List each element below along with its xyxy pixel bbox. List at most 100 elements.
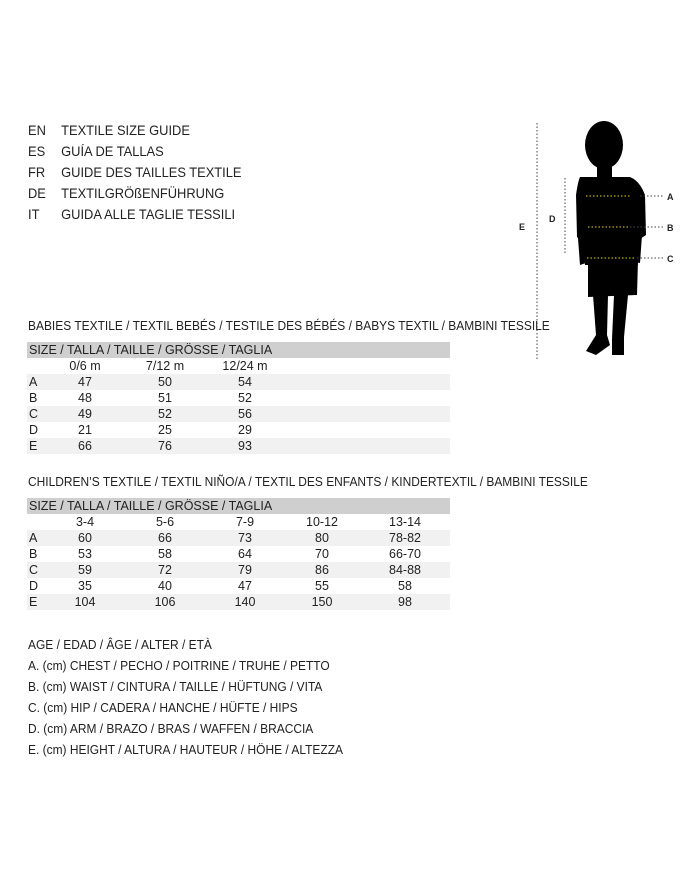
table-cell: 52 bbox=[238, 391, 252, 405]
language-title: DE TEXTILGRÖßENFÜHRUNG bbox=[28, 185, 224, 201]
row-label: C bbox=[29, 563, 39, 577]
table-row: E 66 76 93 bbox=[27, 438, 450, 454]
table-row: D 35 40 47 55 58 bbox=[27, 578, 450, 594]
legend-item: D. (cm) ARM / BRAZO / BRAS / WAFFEN / BR… bbox=[28, 721, 314, 736]
row-label: D bbox=[29, 579, 39, 593]
table-row: A 60 66 73 80 78-82 bbox=[27, 530, 450, 546]
table-cell: 78-82 bbox=[389, 531, 421, 545]
column-header: 12/24 m bbox=[222, 359, 268, 373]
size-header-row: SIZE / TALLA / TAILLE / GRÖSSE / TAGLIA bbox=[27, 342, 450, 358]
label-c: C bbox=[667, 254, 674, 264]
language-code: DE bbox=[28, 185, 46, 201]
table-cell: 25 bbox=[158, 423, 172, 437]
table-cell: 66 bbox=[78, 439, 92, 453]
row-label: E bbox=[29, 439, 38, 453]
legend-item: E. (cm) HEIGHT / ALTURA / HAUTEUR / HÖHE… bbox=[28, 742, 343, 757]
table-cell: 59 bbox=[78, 563, 92, 577]
table-cell: 140 bbox=[234, 595, 256, 609]
table-cell: 66 bbox=[158, 531, 172, 545]
label-b: B bbox=[667, 223, 674, 233]
language-code: ES bbox=[28, 143, 46, 159]
column-header: 7/12 m bbox=[145, 359, 185, 373]
table-cell: 51 bbox=[158, 391, 172, 405]
language-title: EN TEXTILE SIZE GUIDE bbox=[28, 122, 190, 138]
table-cell: 66-70 bbox=[389, 547, 421, 561]
table-cell: 93 bbox=[238, 439, 252, 453]
language-title-text: GUÍA DE TALLAS bbox=[61, 143, 164, 159]
table-cell: 47 bbox=[238, 579, 252, 593]
table-cell: 53 bbox=[78, 547, 92, 561]
legend-item: AGE / EDAD / ÂGE / ALTER / ETÀ bbox=[28, 637, 212, 652]
row-label: B bbox=[29, 547, 38, 561]
children-size-table: SIZE / TALLA / TAILLE / GRÖSSE / TAGLIA 3… bbox=[27, 498, 450, 610]
table-row: B 48 51 52 bbox=[27, 390, 450, 406]
legend-item: C. (cm) HIP / CADERA / HANCHE / HÜFTE / … bbox=[28, 700, 298, 715]
table-row: E 104 106 140 150 98 bbox=[27, 594, 450, 610]
table-cell: 58 bbox=[398, 579, 412, 593]
row-label: C bbox=[29, 407, 39, 421]
table-cell: 72 bbox=[158, 563, 172, 577]
table-row: C 59 72 79 86 84-88 bbox=[27, 562, 450, 578]
row-label: D bbox=[29, 423, 39, 437]
child-silhouette bbox=[576, 121, 646, 355]
language-title-text: TEXTILE SIZE GUIDE bbox=[61, 122, 190, 138]
table-row: B 53 58 64 70 66-70 bbox=[27, 546, 450, 562]
column-header: 5-6 bbox=[155, 515, 175, 529]
table-cell: 47 bbox=[78, 375, 92, 389]
table-cell: 86 bbox=[315, 563, 329, 577]
babies-size-table: SIZE / TALLA / TAILLE / GRÖSSE / TAGLIA 0… bbox=[27, 342, 450, 454]
label-e: E bbox=[519, 222, 525, 232]
table-cell: 55 bbox=[315, 579, 329, 593]
row-label: E bbox=[29, 595, 38, 609]
table-cell: 52 bbox=[158, 407, 172, 421]
table-row: A 47 50 54 bbox=[27, 374, 450, 390]
table-cell: 50 bbox=[158, 375, 172, 389]
language-title-text: TEXTILGRÖßENFÜHRUNG bbox=[61, 185, 225, 201]
label-a: A bbox=[667, 192, 674, 202]
legend-item: B. (cm) WAIST / CINTURA / TAILLE / HÜFTU… bbox=[28, 679, 323, 694]
column-header: 3-4 bbox=[75, 515, 95, 529]
column-header-row: 3-4 5-6 7-9 10-12 13-14 bbox=[27, 514, 450, 530]
legend-item: A. (cm) CHEST / PECHO / POITRINE / TRUHE… bbox=[28, 658, 330, 673]
table-cell: 98 bbox=[398, 595, 412, 609]
column-header: 10-12 bbox=[306, 515, 338, 529]
language-title-text: GUIDA ALLE TAGLIE TESSILI bbox=[61, 206, 236, 222]
table-cell: 48 bbox=[78, 391, 92, 405]
table-cell: 150 bbox=[311, 595, 333, 609]
size-header-row: SIZE / TALLA / TAILLE / GRÖSSE / TAGLIA bbox=[27, 498, 450, 514]
child-silhouette-figure: A B C D E bbox=[519, 121, 674, 360]
language-title: IT GUIDA ALLE TAGLIE TESSILI bbox=[28, 206, 235, 222]
babies-section-title: BABIES TEXTILE / TEXTIL BEBÉS / TESTILE … bbox=[28, 318, 550, 333]
table-cell: 60 bbox=[78, 531, 92, 545]
column-header: 13-14 bbox=[389, 515, 421, 529]
language-code: FR bbox=[28, 164, 46, 180]
row-label: A bbox=[29, 375, 38, 389]
table-cell: 21 bbox=[78, 423, 92, 437]
table-cell: 106 bbox=[154, 595, 176, 609]
table-cell: 76 bbox=[158, 439, 172, 453]
table-cell: 104 bbox=[74, 595, 96, 609]
table-cell: 58 bbox=[158, 547, 172, 561]
children-section-title: CHILDREN’S TEXTILE / TEXTIL NIÑO/A / TEX… bbox=[28, 474, 588, 489]
language-title: FR GUIDE DES TAILLES TEXTILE bbox=[28, 164, 242, 180]
row-label: B bbox=[29, 391, 38, 405]
table-cell: 54 bbox=[238, 375, 252, 389]
language-code: IT bbox=[28, 206, 40, 222]
language-title: ES GUÍA DE TALLAS bbox=[28, 143, 164, 159]
table-cell: 29 bbox=[238, 423, 252, 437]
table-cell: 49 bbox=[78, 407, 92, 421]
language-title-text: GUIDE DES TAILLES TEXTILE bbox=[61, 164, 242, 180]
table-cell: 40 bbox=[158, 579, 172, 593]
table-cell: 84-88 bbox=[389, 563, 421, 577]
table-cell: 80 bbox=[315, 531, 329, 545]
table-row: D 21 25 29 bbox=[27, 422, 450, 438]
row-label: A bbox=[29, 531, 38, 545]
table-cell: 79 bbox=[238, 563, 252, 577]
label-d: D bbox=[549, 214, 556, 224]
column-header-row: 0/6 m 7/12 m 12/24 m bbox=[27, 358, 450, 374]
column-header: 0/6 m bbox=[69, 359, 101, 373]
table-cell: 70 bbox=[315, 547, 329, 561]
table-cell: 73 bbox=[238, 531, 252, 545]
language-code: EN bbox=[28, 122, 46, 138]
